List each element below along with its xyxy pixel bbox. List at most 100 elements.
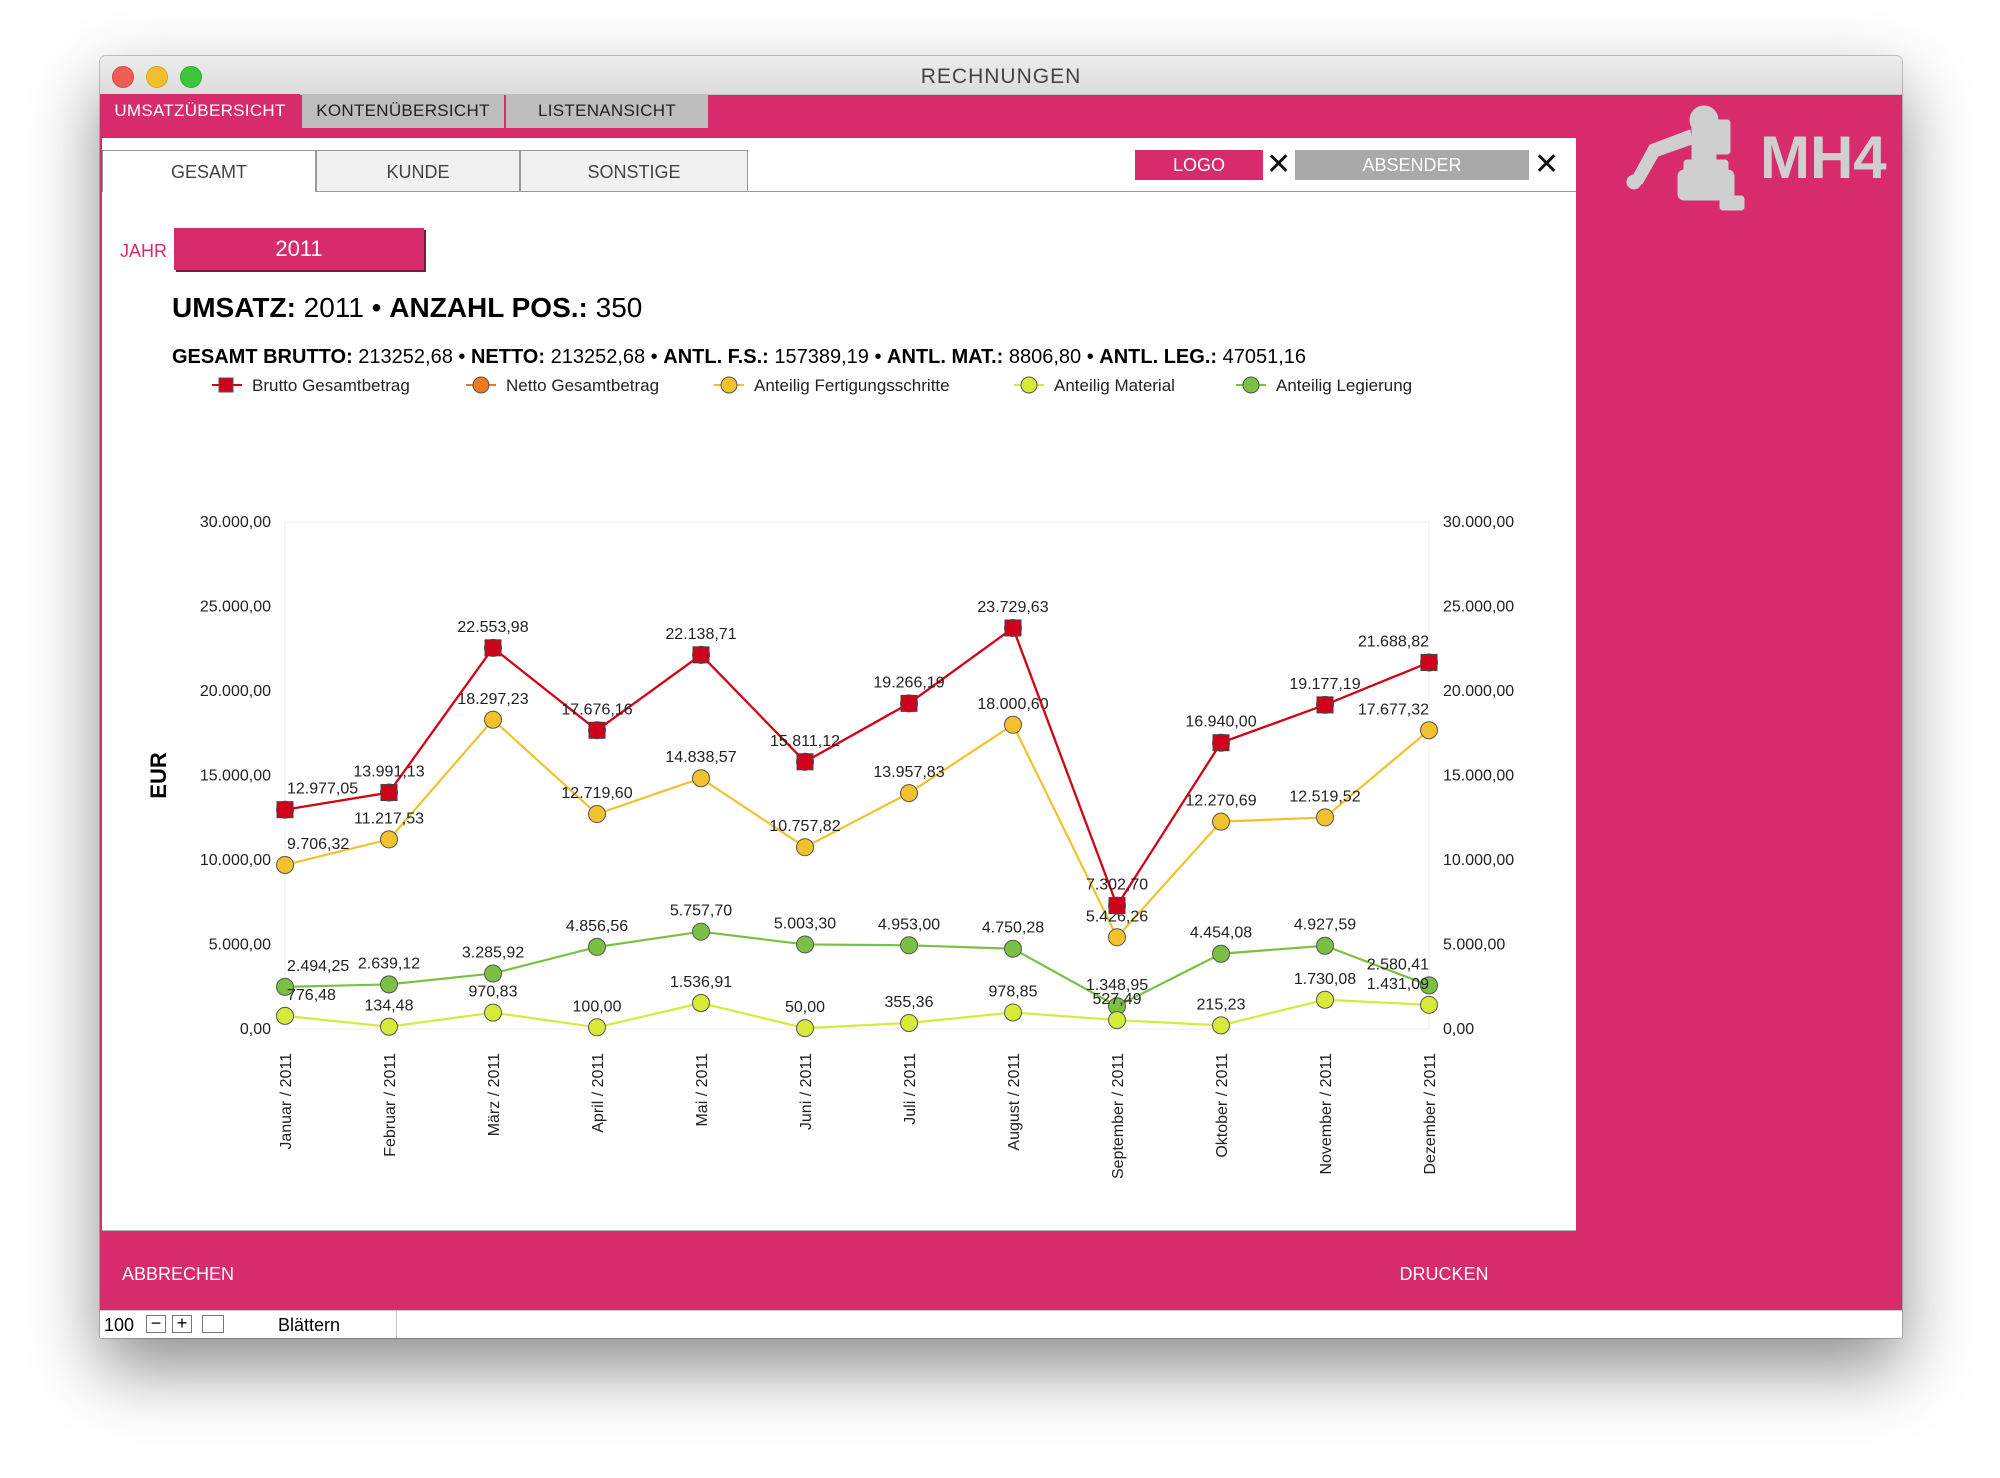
data-point <box>1004 715 1022 734</box>
mode-label: Blättern <box>278 1315 341 1335</box>
y-tick-label-right: 25.000,00 <box>1443 599 1514 616</box>
data-label: 5.003,30 <box>774 915 836 932</box>
data-label: 4.856,56 <box>566 918 628 935</box>
absender-button[interactable]: ABSENDER <box>1295 150 1529 180</box>
series-line <box>284 626 1430 909</box>
data-point <box>484 639 502 657</box>
close-window-button[interactable] <box>112 66 134 88</box>
data-point <box>692 646 710 664</box>
data-point <box>588 721 606 739</box>
data-point <box>1108 897 1126 915</box>
cancel-button[interactable]: ABBRECHEN <box>112 1250 244 1298</box>
logo-button[interactable]: LOGO <box>1135 150 1263 180</box>
minimize-window-button[interactable] <box>146 66 168 88</box>
y-tick-label-left: 30.000,00 <box>200 514 271 531</box>
print-button[interactable]: DRUCKEN <box>1356 1250 1532 1298</box>
legend-marker <box>218 377 234 393</box>
window-title: RECHNUNGEN <box>920 65 1082 88</box>
legend-label: Anteilig Legierung <box>1276 376 1412 395</box>
legend-marker <box>1020 376 1038 394</box>
data-label: 17.677,32 <box>1358 701 1429 718</box>
legend-label: Anteilig Fertigungsschritte <box>754 376 950 395</box>
x-tick-label: Mai / 2011 <box>694 1053 711 1127</box>
tab-gesamt[interactable]: GESAMT <box>102 150 316 192</box>
data-point <box>796 838 814 857</box>
data-point <box>1420 976 1438 995</box>
data-label: 23.729,63 <box>977 599 1048 616</box>
y-tick-label-right: 15.000,00 <box>1443 768 1514 785</box>
y-tick-label-right: 5.000,00 <box>1443 937 1505 954</box>
brand-text: MH4 <box>1760 124 1887 191</box>
zoom-in-icon[interactable]: + <box>172 1314 192 1333</box>
legend-marker <box>472 376 490 394</box>
data-label: 50,00 <box>785 999 825 1016</box>
data-point <box>1316 936 1334 955</box>
series-line <box>284 930 1430 1008</box>
plot-area <box>284 521 1430 1030</box>
data-label: 14.838,57 <box>665 749 736 766</box>
remove-logo-icon[interactable]: ✕ <box>1266 148 1292 181</box>
year-select[interactable]: 2011 <box>174 228 424 270</box>
data-point <box>1004 939 1022 958</box>
data-point <box>380 975 398 994</box>
data-label: 12.519,52 <box>1289 788 1360 805</box>
x-tick-label: April / 2011 <box>590 1053 607 1133</box>
data-label: 4.953,00 <box>878 916 940 933</box>
x-tick-label: Februar / 2011 <box>382 1053 399 1157</box>
data-label: 19.266,19 <box>873 674 944 691</box>
app-window: RECHNUNGEN UMSATZÜBERSICHT KONTENÜBERSIC… <box>100 56 1902 1338</box>
data-point <box>1004 1003 1022 1022</box>
data-point <box>900 936 918 955</box>
layout-toggle-icon[interactable] <box>202 1315 224 1333</box>
data-label: 527,49 <box>1093 991 1142 1008</box>
brand-logo: MH4 <box>1626 105 1887 211</box>
remove-absender-icon[interactable]: ✕ <box>1534 148 1560 181</box>
tab-listenansicht[interactable]: LISTENANSICHT <box>506 94 708 128</box>
y-tick-label-right: 30.000,00 <box>1443 514 1514 531</box>
footer-divider <box>102 1230 1576 1231</box>
data-label: 970,83 <box>469 984 518 1001</box>
tab-umsatzuebersicht[interactable]: UMSATZÜBERSICHT <box>100 94 300 128</box>
summary-title: UMSATZ: 2011 • ANZAHL POS.: 350 <box>172 292 643 323</box>
data-label: 3.285,92 <box>462 944 524 961</box>
summary-totals: GESAMT BRUTTO: 213252,68 • NETTO: 213252… <box>172 346 1307 368</box>
data-label: 2.494,25 <box>287 958 349 975</box>
data-label: 215,23 <box>1197 996 1246 1013</box>
data-label: 134,48 <box>365 998 414 1015</box>
data-point <box>380 830 398 849</box>
data-label: 13.991,13 <box>353 764 424 781</box>
legend-label: Netto Gesamtbetrag <box>506 376 659 395</box>
tab-sonstige[interactable]: SONSTIGE <box>520 150 748 192</box>
data-point <box>1108 1011 1126 1030</box>
data-label: 11.217,53 <box>354 810 424 827</box>
data-label: 1.348,95 <box>1086 977 1148 994</box>
data-point <box>1420 653 1438 671</box>
data-point <box>484 1003 502 1022</box>
data-label: 4.750,28 <box>982 920 1044 937</box>
zoom-out-icon[interactable]: − <box>146 1314 166 1333</box>
data-label: 978,85 <box>989 983 1038 1000</box>
data-point <box>484 710 502 729</box>
y-tick-label-left: 0,00 <box>240 1021 271 1038</box>
y-tick-label-left: 15.000,00 <box>200 768 271 785</box>
data-point <box>692 769 710 788</box>
data-label: 1.536,91 <box>670 974 732 991</box>
data-label: 12.270,69 <box>1185 793 1256 810</box>
x-tick-label: Januar / 2011 <box>278 1053 295 1150</box>
data-label: 5.426,26 <box>1086 908 1148 925</box>
data-label: 776,48 <box>287 987 336 1004</box>
x-tick-label: Dezember / 2011 <box>1422 1053 1439 1175</box>
data-point <box>1316 808 1334 827</box>
data-point <box>588 937 606 956</box>
tab-kontenuebersicht[interactable]: KONTENÜBERSICHT <box>302 94 504 128</box>
y-tick-label-right: 20.000,00 <box>1443 683 1514 700</box>
zoom-window-button[interactable] <box>180 66 202 88</box>
data-label: 355,36 <box>885 994 934 1011</box>
legend-marker <box>1242 376 1260 394</box>
data-point <box>900 1013 918 1032</box>
content-panel: GESAMT KUNDE SONSTIGE LOGO ✕ ABSENDER ✕ … <box>102 138 1576 1230</box>
series-line <box>284 626 1430 909</box>
y-tick-label-right: 10.000,00 <box>1443 852 1514 869</box>
data-label: 1.730,08 <box>1294 971 1356 988</box>
data-label: 5.757,70 <box>670 903 732 920</box>
